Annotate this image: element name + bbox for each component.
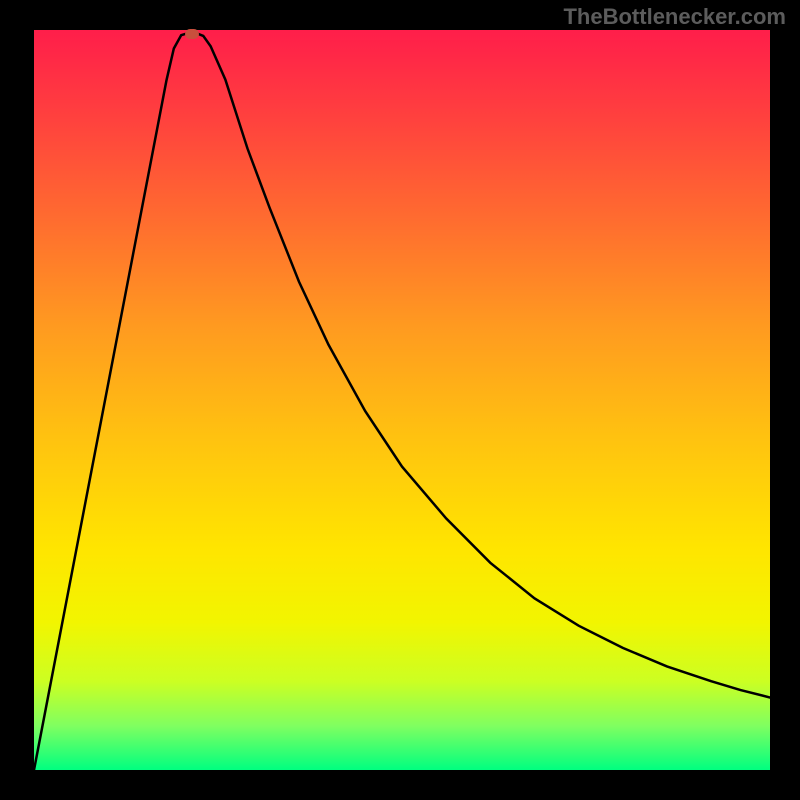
watermark-text: TheBottlenecker.com bbox=[563, 4, 786, 30]
curve-svg bbox=[34, 30, 770, 770]
optimum-marker bbox=[185, 29, 199, 39]
bottleneck-curve bbox=[34, 33, 770, 770]
chart-container: TheBottlenecker.com bbox=[0, 0, 800, 800]
plot-area bbox=[34, 30, 770, 770]
